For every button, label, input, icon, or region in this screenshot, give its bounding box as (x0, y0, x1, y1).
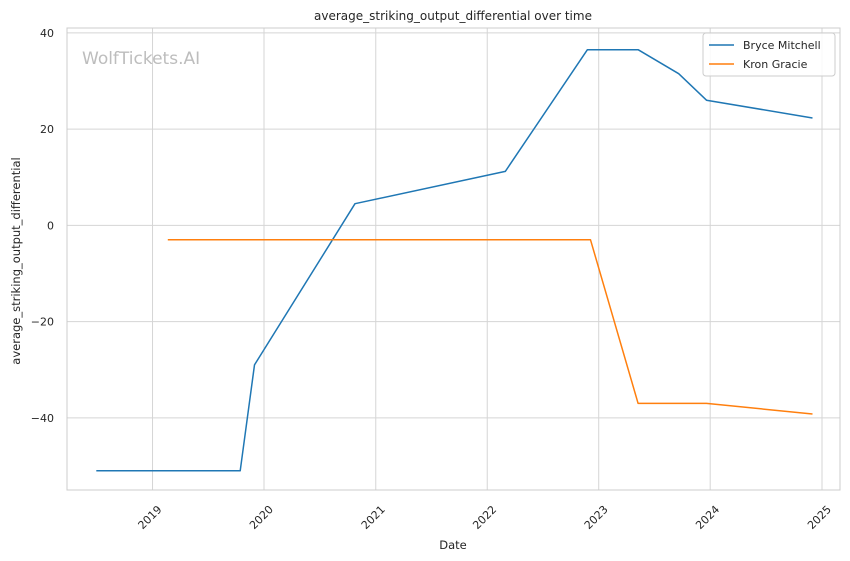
x-tick-label: 2024 (693, 503, 722, 532)
x-axis-title: Date (439, 538, 467, 552)
chart-title: average_striking_output_differential ove… (314, 9, 592, 23)
x-tick-label: 2019 (136, 503, 165, 532)
legend-label-kron-gracie: Kron Gracie (743, 58, 808, 71)
plot-frame (66, 27, 841, 491)
legend: Bryce Mitchell Kron Gracie (702, 32, 836, 77)
x-tick-label: 2023 (582, 503, 611, 532)
grid (67, 28, 840, 490)
watermark: WolfTickets.AI (82, 49, 200, 69)
series-lines (96, 48, 813, 472)
x-tick-labels: 2019 2020 2021 2022 2023 2024 2025 (136, 503, 834, 532)
y-tick-labels: 40 20 0 −20 −40 (31, 27, 54, 425)
y-tick-label: 20 (40, 123, 54, 136)
legend-label-bryce-mitchell: Bryce Mitchell (743, 39, 821, 52)
series-line-bryce-mitchell (96, 48, 813, 472)
x-tick-label: 2021 (359, 503, 388, 532)
legend-box (702, 32, 836, 77)
x-tick-label: 2020 (247, 503, 276, 532)
y-tick-label: −20 (31, 316, 54, 329)
series-line-kron-gracie (167, 239, 813, 415)
y-tick-label: 40 (40, 27, 54, 40)
y-axis-title: average_striking_output_differential (9, 157, 23, 364)
y-tick-label: 0 (47, 219, 54, 232)
x-tick-label: 2025 (805, 503, 834, 532)
x-tick-label: 2022 (470, 503, 499, 532)
y-tick-label: −40 (31, 412, 54, 425)
